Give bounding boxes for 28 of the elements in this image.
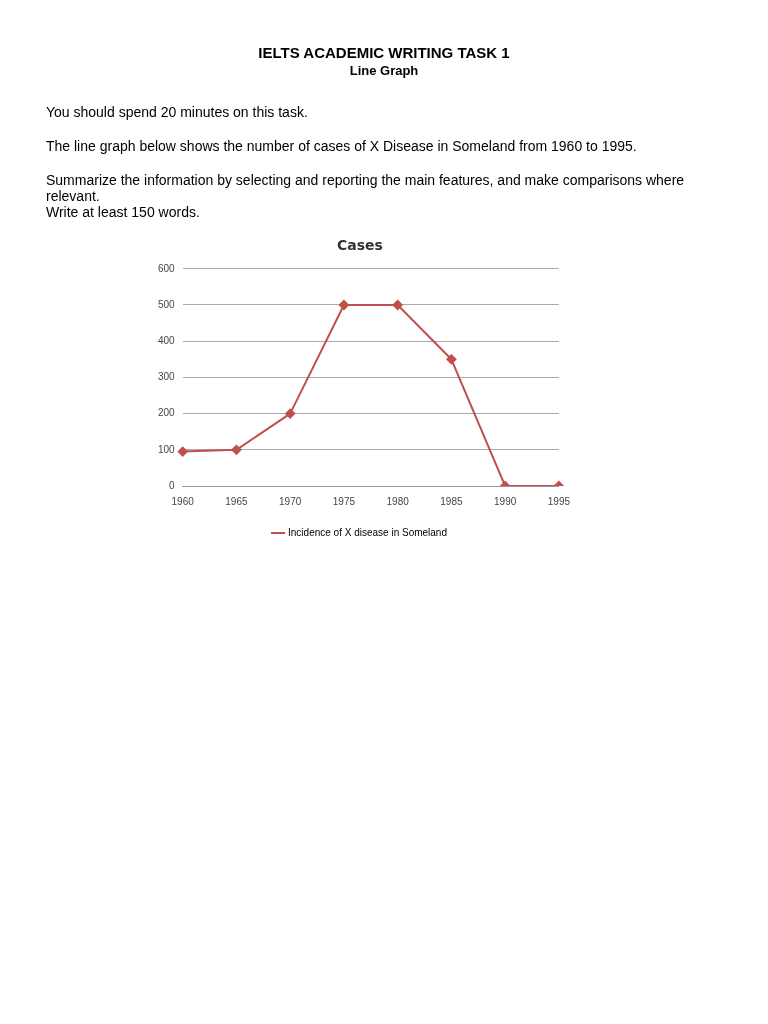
text: You should spend 20 minutes on this task.	[46, 104, 309, 120]
point	[285, 408, 296, 419]
y-tick-label: 100	[158, 443, 176, 455]
text: The line graph below shows the number of cases of X Disease in Someland from 1960 to 1995.	[46, 138, 638, 154]
y-tick-label: 0	[169, 479, 176, 491]
point	[338, 300, 349, 310]
point	[177, 446, 188, 457]
point	[231, 444, 242, 455]
y-tick-label: 300	[158, 371, 176, 383]
x-tick-label: 1965	[225, 495, 248, 507]
y-tick-label: 400	[158, 334, 176, 346]
x-tick-label: 1995	[547, 495, 571, 507]
chart-title: Cases	[337, 237, 383, 254]
x-tick-label: 1960	[171, 495, 195, 507]
point	[392, 300, 403, 310]
text: IELTS ACADEMIC WRITING TASK 1	[257, 44, 511, 61]
x-tick-label: 1980	[386, 495, 410, 507]
x-tick-label: 1985	[440, 495, 463, 507]
x-tick-label: 1975	[332, 495, 356, 507]
text: Summarize the information by selecting and reporting the main features, and make comparisons where relevant. Write at least 150 words.	[46, 172, 686, 220]
y-tick-label: 600	[158, 262, 176, 274]
x-tick-label: 1990	[494, 495, 517, 507]
legend-label: Incidence of X disease in Someland	[288, 526, 448, 538]
y-tick-label: 500	[158, 298, 176, 310]
point	[446, 354, 457, 365]
y-tick-label: 200	[158, 407, 176, 419]
text: Line Graph	[348, 63, 420, 78]
x-tick-label: 1970	[279, 495, 302, 507]
